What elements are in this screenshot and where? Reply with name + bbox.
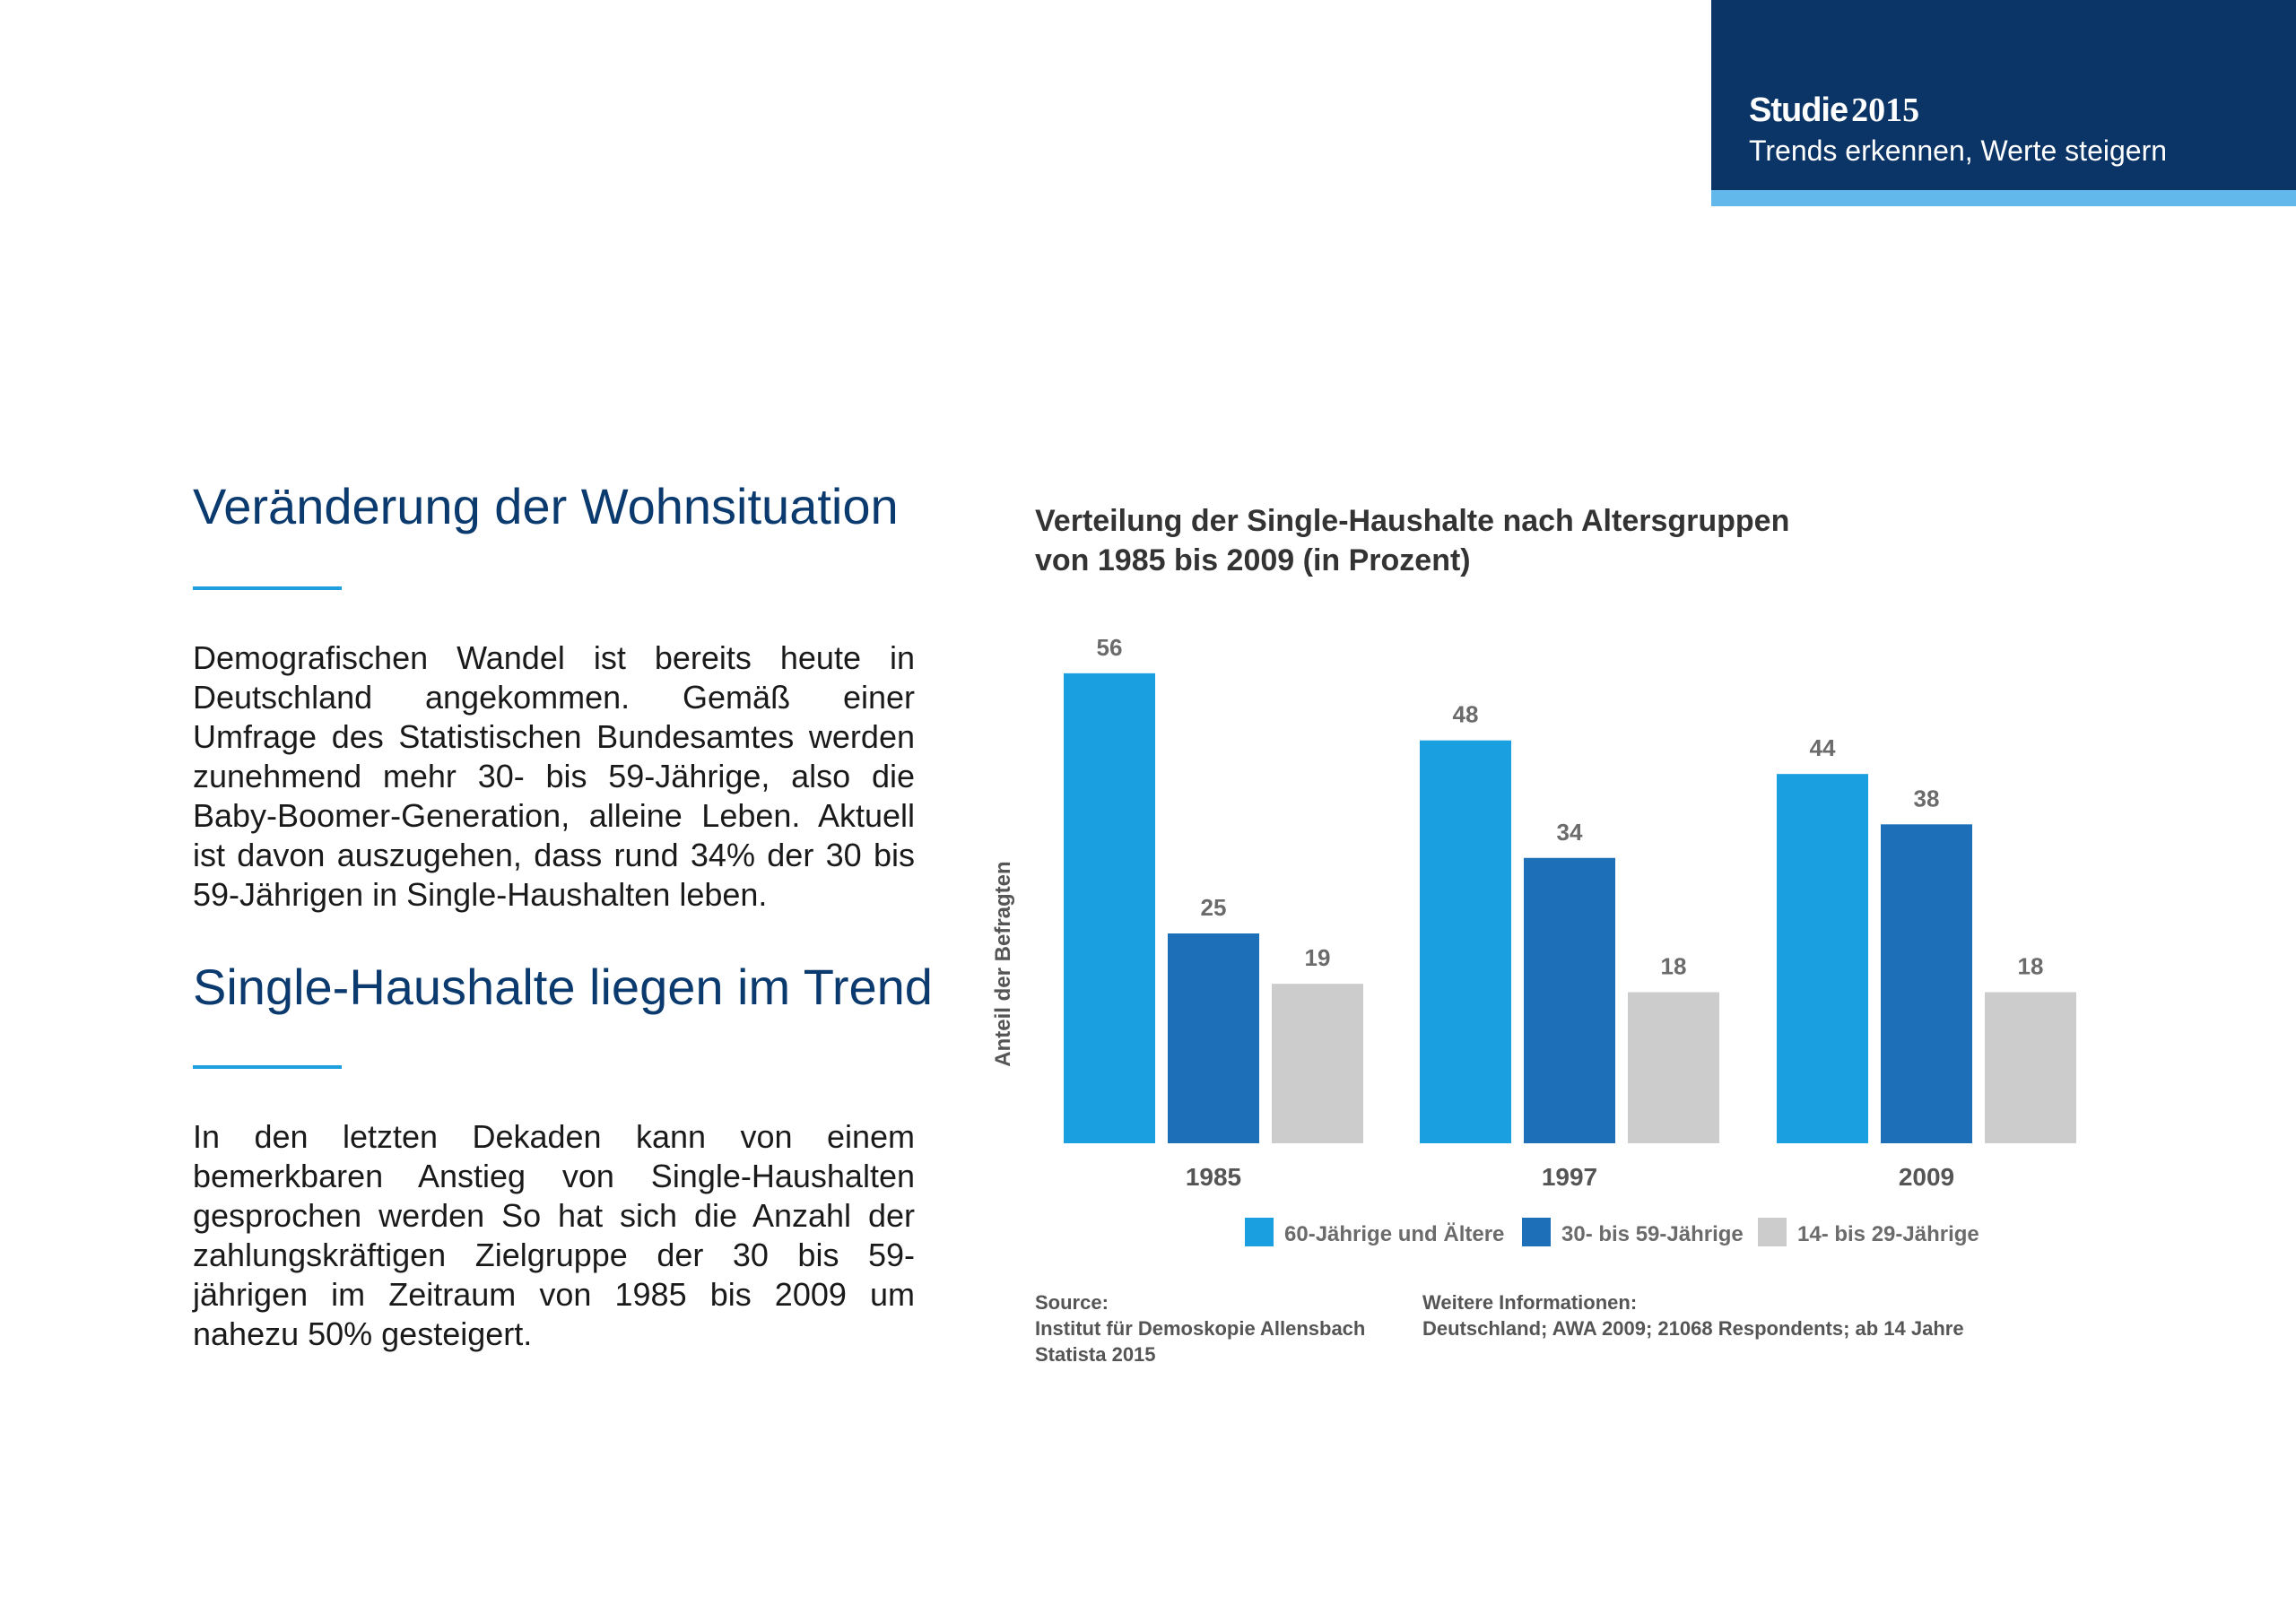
data-label: 25 [1201,894,1227,921]
info-label: Weitere Informationen: [1422,1291,1637,1314]
data-label: 56 [1097,634,1123,661]
data-label: 19 [1305,944,1331,971]
x-tick-label: 2009 [1899,1163,1954,1191]
data-label: 18 [1661,953,1687,980]
legend-swatch [1245,1218,1274,1246]
source-text: Statista 2015 [1035,1343,1156,1366]
bar [1064,673,1155,1143]
legend-swatch [1522,1218,1551,1246]
data-label: 18 [2018,953,2044,980]
bar [1168,933,1259,1143]
data-label: 44 [1810,734,1836,761]
info-text: Deutschland; AWA 2009; 21068 Respondents… [1422,1317,1964,1340]
bar [1777,774,1868,1143]
data-label: 38 [1914,785,1940,812]
header-box [1711,0,2296,190]
bar [1628,992,1719,1143]
bar [1881,824,1972,1143]
bar [1420,740,1511,1143]
heading-underline [193,586,342,590]
x-tick-label: 1997 [1542,1163,1597,1191]
x-tick-label: 1985 [1186,1163,1241,1191]
source-text: Institut für Demoskopie Allensbach [1035,1317,1365,1340]
tagline: Trends erkennen, Werte steigern [1749,135,2168,167]
legend-label: 60-Jährige und Ältere [1284,1222,1504,1246]
y-axis-label: Anteil der Befragten [991,861,1015,1066]
header-accent-strip [1711,190,2296,206]
section-heading-housing: Veränderung der Wohnsituation [193,478,899,534]
section-body-housing: Demografischen Wandel ist bereits heute … [193,639,915,913]
legend-label: 30- bis 59-Jährige [1561,1222,1744,1246]
heading-underline [193,1065,342,1069]
chart-title: Verteilung der Single-Haushalte nach Alt… [1035,504,1789,538]
section-body-trend: In den letzten Dekaden kann von einem be… [193,1118,915,1352]
source-label: Source: [1035,1291,1109,1314]
bar [1524,857,1615,1143]
legend-label: 14- bis 29-Jährige [1797,1222,1979,1246]
data-label: 48 [1453,701,1479,728]
brand-year: 2015 [1851,91,1920,129]
brand-logo: Studie 2015 [1749,90,1919,131]
brand-word: Studie [1749,91,1848,129]
bar [1985,992,2076,1143]
legend-swatch [1758,1218,1787,1246]
data-label: 34 [1557,819,1583,846]
bar [1272,984,1363,1143]
chart-title: von 1985 bis 2009 (in Prozent) [1035,543,1471,577]
section-heading-trend: Single-Haushalte liegen im Trend [193,959,933,1015]
bar-chart: Verteilung der Single-Haushalte nach Alt… [991,504,2076,1366]
